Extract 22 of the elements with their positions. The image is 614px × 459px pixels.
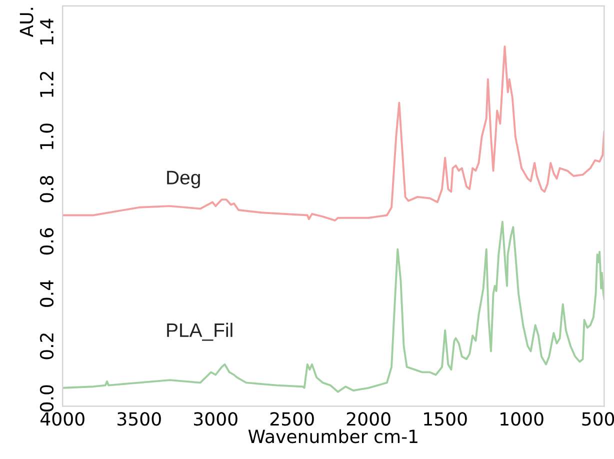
x-tick-label: 3500 [118, 412, 161, 426]
y-tick-label: 1.4 [40, 18, 54, 44]
y-tick-label: 1.0 [40, 124, 54, 150]
y-tick-label: 1.2 [40, 72, 54, 97]
y-tick-label: 0.6 [40, 228, 54, 255]
line-series [62, 46, 604, 222]
x-tick-label: 2000 [346, 412, 390, 426]
y-tick-label: 0.0 [40, 385, 54, 412]
x-tick-label: 1500 [424, 412, 467, 426]
y-axis-title: AU. [20, 8, 34, 38]
line-series [62, 220, 604, 393]
x-tick-label: 3000 [194, 412, 238, 426]
x-tick-label: 4000 [40, 412, 84, 426]
x-tick-label: 2500 [270, 412, 314, 426]
series-label: Deg [167, 170, 200, 188]
y-tick-label: 0.8 [40, 176, 54, 202]
x-tick-label: 500 [582, 412, 614, 426]
x-axis-title: Wavenumber cm-1 [248, 429, 418, 444]
y-tick-label: 0.2 [40, 334, 54, 360]
x-tick-label: 1000 [500, 412, 544, 426]
series-label: PLA_Fil [167, 322, 232, 341]
y-tick-label: 0.4 [40, 280, 54, 307]
